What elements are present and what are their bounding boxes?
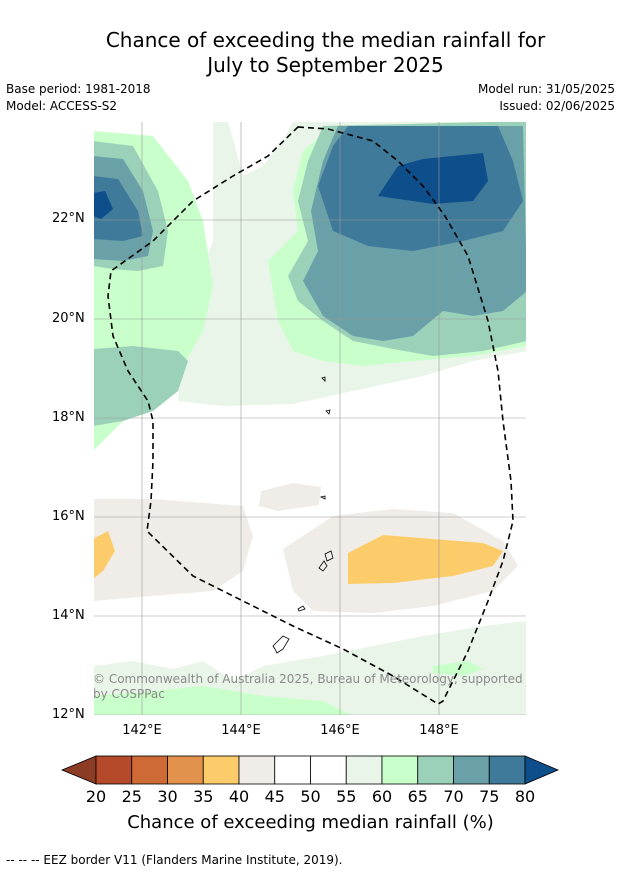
colorbar-tick-label: 45 [264,787,285,806]
colorbar-tick-label: 35 [193,787,214,806]
colorbar-tick-label: 60 [371,787,393,806]
eez-legend: -- -- -- EEZ border V11 (Flanders Marine… [6,853,343,867]
colorbar-tick-label: 65 [407,787,428,806]
band-65-west2 [93,346,188,426]
patch-45-small [259,483,321,511]
title-line-1: Chance of exceeding the median rainfall … [105,28,546,52]
colorbar-cells [60,755,560,785]
island-tinian [318,560,328,572]
colorbar-cell [274,755,311,785]
lon-label-144: 144°E [221,723,261,738]
band-80-west [93,191,113,219]
island-small-1 [319,495,326,500]
colorbar-cell [131,755,168,785]
colorbar-cell [238,755,276,785]
lat-label-22: 22°N [52,211,85,226]
lon-label-148: 148°E [419,723,459,738]
colorbar-cell [453,755,490,785]
island-saipan [324,550,334,562]
meta-right: Model run: 31/05/2025 Issued: 02/06/2025 [478,81,615,115]
colorbar-cell [381,755,419,785]
colorbar [60,755,560,785]
base-period: Base period: 1981-2018 [6,82,151,96]
lon-label-146: 146°E [320,723,360,738]
island-small-2 [325,409,331,415]
colorbar-cell [488,755,526,785]
colorbar-cell [167,755,204,785]
colorbar-cell [202,755,240,785]
patch-60-southeast [433,661,483,676]
lat-label-14: 14°N [52,608,85,623]
issued-date: Issued: 02/06/2025 [499,99,615,113]
colorbar-cell [95,755,133,785]
colorbar-tick-label: 40 [228,787,250,806]
colorbar-tick-label: 20 [85,787,107,806]
colorbar-tick-label: 25 [121,787,142,806]
lat-label-18: 18°N [52,410,85,425]
colorbar-tick-label: 80 [514,787,536,806]
title-line-2: July to September 2025 [207,53,444,77]
colorbar-cell [417,755,454,785]
colorbar-cell [345,755,383,785]
band-35-west [93,531,115,579]
island-small-3 [321,376,326,382]
colorbar-tick-label: 50 [300,787,321,806]
islands [272,376,334,654]
lat-label-20: 20°N [52,311,85,326]
colorbar-cell [310,755,347,785]
colorbar-extend-high [524,755,560,785]
model-run: Model run: 31/05/2025 [477,82,615,96]
island-rota [297,605,306,612]
map-frame [93,121,527,716]
colorbar-extend-low [60,755,97,785]
lon-label-142: 142°E [122,723,162,738]
island-guam [272,635,290,654]
rainfall-map [93,121,527,716]
band-45-south [93,499,253,601]
colorbar-tick-label: 55 [336,787,357,806]
colorbar-tick-label: 70 [443,787,464,806]
meta-left: Base period: 1981-2018 Model: ACCESS-S2 [6,81,151,115]
lat-label-12: 12°N [52,707,85,722]
copyright-notice: © Commonwealth of Australia 2025, Bureau… [93,672,523,701]
colorbar-tick-label: 30 [157,787,178,806]
band-60-south [93,686,353,716]
band-80-central [378,153,488,204]
colorbar-tick-label: 75 [479,787,500,806]
colorbar-label: Chance of exceeding median rainfall (%) [127,812,494,833]
model-name: Model: ACCESS-S2 [6,99,118,113]
grid-lines [93,121,527,716]
lat-label-16: 16°N [52,509,85,524]
band-35-east [348,535,503,584]
chart-title: Chance of exceeding the median rainfall … [0,28,621,78]
